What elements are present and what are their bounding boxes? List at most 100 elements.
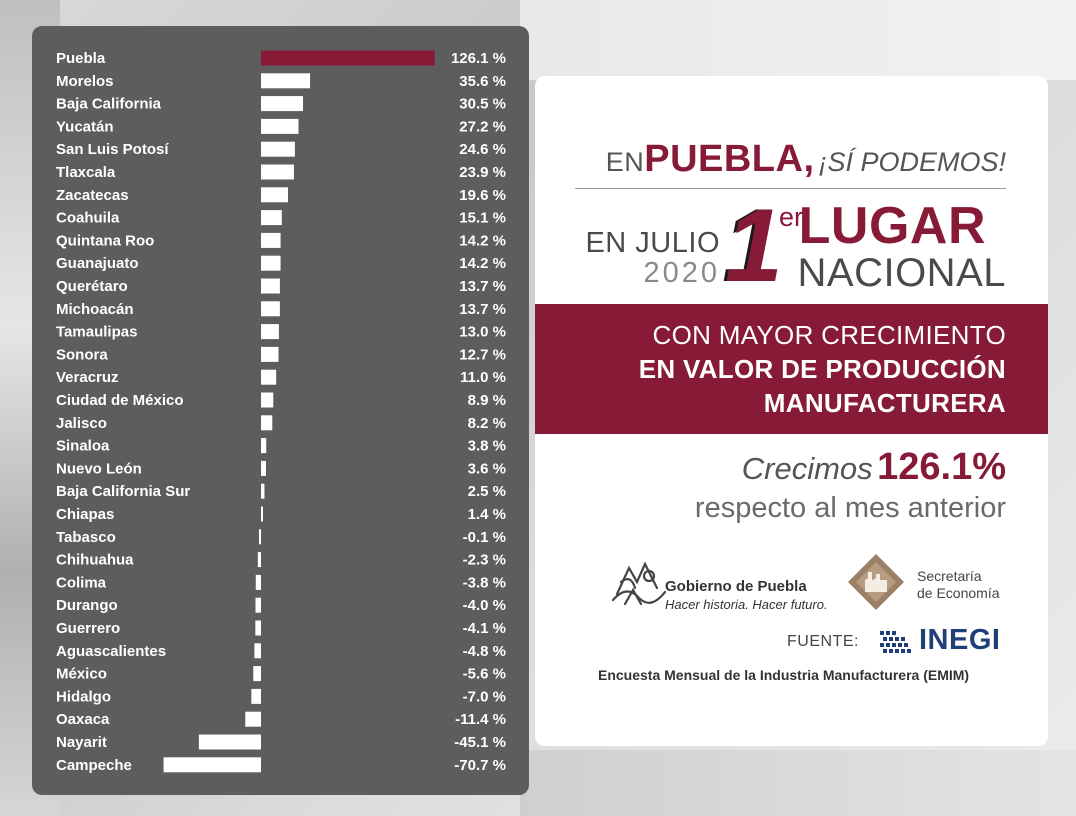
- bar-oaxaca: [245, 711, 261, 727]
- band-line-2: EN VALOR DE PRODUCCIÓN: [638, 354, 1006, 384]
- bar-guerrero: [255, 620, 261, 636]
- category-label-yucatan: Yucatán: [56, 118, 114, 135]
- value-label-coahuila: 15.1 %: [459, 210, 506, 227]
- value-label-sinaloa: 3.8 %: [468, 438, 506, 455]
- growth-bar-chart: Puebla 126.1 % Morelos 35.6 % Baja Californi…: [56, 50, 506, 774]
- value-label-nayarit: -45.1 %: [454, 734, 506, 751]
- bar-quintana-roo: [261, 232, 281, 248]
- category-label-michoacan: Michoacán: [56, 301, 134, 318]
- bar-tamaulipas: [261, 324, 279, 340]
- bar-chiapas: [261, 506, 263, 522]
- bar-tabasco: [259, 529, 261, 545]
- rank-suffix: er: [779, 202, 804, 232]
- gobierno-tagline: Hacer historia. Hacer futuro.: [665, 597, 828, 612]
- bar-puebla: [261, 50, 435, 66]
- headline-en: EN: [605, 147, 645, 177]
- category-label-morelos: Morelos: [56, 73, 114, 90]
- chart-panel: Puebla 126.1 % Morelos 35.6 % Baja Californi…: [32, 26, 529, 795]
- bar-nayarit: [198, 734, 261, 750]
- value-label-michoacan: 13.7 %: [459, 301, 506, 318]
- value-label-sonora: 12.7 %: [459, 346, 506, 363]
- value-label-ciudad-de-mexico: 8.9 %: [468, 392, 506, 409]
- value-label-chiapas: 1.4 %: [468, 506, 506, 523]
- category-label-tabasco: Tabasco: [56, 529, 116, 546]
- bar-chihuahua: [257, 552, 261, 568]
- crecimiento-band: CON MAYOR CRECIMIENTO EN VALOR DE PRODUC…: [535, 304, 1048, 434]
- respecto-label: respecto al mes anterior: [694, 492, 1006, 524]
- category-label-quintana-roo: Quintana Roo: [56, 232, 154, 249]
- category-label-baja-california: Baja California: [56, 96, 162, 113]
- value-label-oaxaca: -11.4 %: [455, 711, 506, 728]
- headline-puebla: PUEBLA: [644, 138, 804, 180]
- value-label-san-luis-potosi: 24.6 %: [459, 141, 506, 158]
- value-label-veracruz: 11.0 %: [460, 369, 506, 386]
- gobierno-name: Gobierno de Puebla: [665, 578, 807, 595]
- value-label-guanajuato: 14.2 %: [459, 255, 506, 272]
- category-label-hidalgo: Hidalgo: [56, 688, 111, 705]
- value-label-tabasco: -0.1 %: [463, 529, 506, 546]
- crecimos-label: Crecimos: [741, 451, 873, 486]
- category-label-queretaro: Querétaro: [56, 278, 128, 295]
- bar-nuevo-leon: [261, 460, 266, 476]
- divider: [575, 188, 1006, 189]
- bar-coahuila: [261, 210, 282, 226]
- year-label: 2020: [643, 257, 720, 289]
- bar-aguascalientes: [254, 643, 261, 659]
- category-label-tlaxcala: Tlaxcala: [56, 164, 116, 181]
- bar-campeche: [163, 757, 261, 773]
- growth-line: Crecimos 126.1%: [742, 446, 1006, 489]
- bar-sonora: [261, 346, 279, 362]
- category-label-san-luis-potosi: San Luis Potosí: [56, 141, 169, 158]
- secretaria-name: Secretaría de Economía: [917, 568, 1000, 602]
- value-label-tamaulipas: 13.0 %: [459, 324, 506, 341]
- fuente-label: FUENTE:: [787, 633, 859, 650]
- category-label-oaxaca: Oaxaca: [56, 711, 110, 728]
- category-label-aguascalientes: Aguascalientes: [56, 643, 166, 660]
- value-label-campeche: -70.7 %: [454, 757, 506, 774]
- category-label-sonora: Sonora: [56, 346, 108, 363]
- bar-zacatecas: [261, 187, 289, 203]
- month-label: EN JULIO: [585, 227, 720, 259]
- category-label-zacatecas: Zacatecas: [56, 187, 129, 204]
- gobierno-puebla-logo-icon: [611, 561, 667, 606]
- value-label-zacatecas: 19.6 %: [459, 187, 506, 204]
- value-label-tlaxcala: 23.9 %: [459, 164, 506, 181]
- inegi-wordmark: INEGI: [919, 624, 1001, 656]
- rank-number: 1: [725, 188, 783, 304]
- secretaria-line-1: Secretaría: [917, 568, 982, 584]
- bar-ciudad-de-mexico: [261, 392, 274, 408]
- category-label-chihuahua: Chihuahua: [56, 552, 134, 569]
- secretaria-line-2: de Economía: [917, 585, 1000, 601]
- bar-tlaxcala: [261, 164, 294, 180]
- headline-si-podemos: ¡SÍ PODEMOS!: [818, 147, 1006, 177]
- value-label-morelos: 35.6 %: [459, 73, 506, 90]
- bar-baja-california: [261, 96, 304, 112]
- category-label-coahuila: Coahuila: [56, 210, 120, 227]
- category-label-guerrero: Guerrero: [56, 620, 120, 637]
- month-block: EN JULIO 2020: [585, 228, 720, 288]
- value-label-durango: -4.0 %: [463, 597, 506, 614]
- bar-queretaro: [261, 278, 280, 294]
- category-label-colima: Colima: [56, 574, 107, 591]
- background-bottom: [520, 750, 1076, 816]
- value-label-aguascalientes: -4.8 %: [463, 643, 506, 660]
- bar-colima: [255, 574, 261, 590]
- band-line-1: CON MAYOR CRECIMIENTO: [652, 320, 1006, 350]
- value-label-baja-california-sur: 2.5 %: [468, 483, 506, 500]
- category-label-campeche: Campeche: [56, 757, 132, 774]
- bar-mexico: [253, 666, 261, 682]
- category-label-durango: Durango: [56, 597, 118, 614]
- lugar-label: LUGAR: [798, 197, 986, 255]
- encuesta-source: Encuesta Mensual de la Industria Manufac…: [598, 667, 970, 683]
- category-label-baja-california-sur: Baja California Sur: [56, 483, 190, 500]
- bar-veracruz: [261, 369, 277, 385]
- headline-comma: ,: [803, 138, 815, 180]
- value-label-queretaro: 13.7 %: [459, 278, 506, 295]
- category-label-nuevo-leon: Nuevo León: [56, 460, 142, 477]
- category-label-veracruz: Veracruz: [56, 369, 119, 386]
- category-label-sinaloa: Sinaloa: [56, 438, 110, 455]
- category-label-chiapas: Chiapas: [56, 506, 114, 523]
- bar-yucatan: [261, 118, 299, 134]
- bar-morelos: [261, 73, 311, 89]
- category-label-guanajuato: Guanajuato: [56, 255, 139, 272]
